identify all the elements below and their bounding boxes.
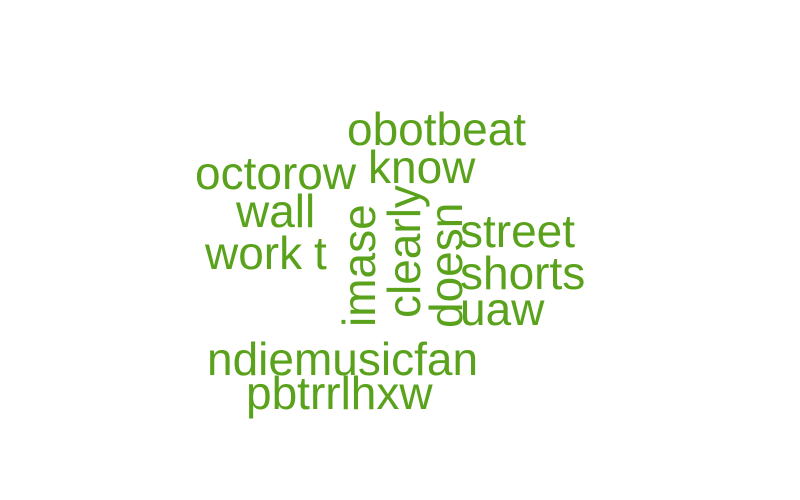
word-shorts: shorts (460, 247, 586, 299)
word-imase: imase (333, 204, 385, 327)
word-wall: wall (236, 185, 316, 237)
word-pbtrrlhxw: pbtrrlhxw (246, 367, 433, 419)
word-obotbeat: obotbeat (347, 103, 527, 155)
word-know: know (368, 141, 476, 193)
word-ndiemusicfan: ndiemusicfan (207, 333, 479, 385)
word-work: work (205, 227, 303, 279)
word-uaw: uaw (460, 283, 545, 335)
word-t: t (314, 227, 327, 279)
word-octorow: octorow (195, 147, 357, 199)
word-street: street (460, 205, 576, 257)
